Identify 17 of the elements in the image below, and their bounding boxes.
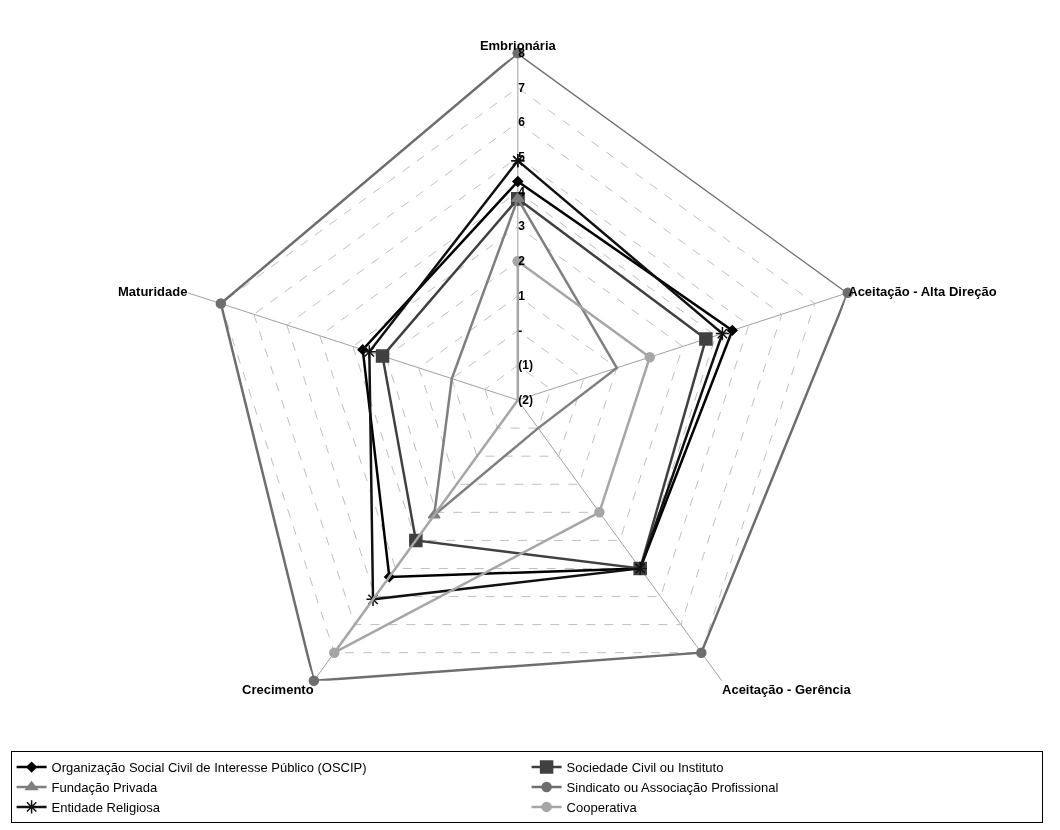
legend-label: Entidade Religiosa — [51, 799, 161, 815]
legend-label: Organização Social Civil de Interesse Público (OSCIP) — [51, 760, 367, 776]
y-tick-label: 6 — [518, 115, 526, 130]
legend-label: Cooperativa — [566, 799, 638, 815]
y-tick-label: 7 — [518, 80, 526, 95]
y-tick-label: 2 — [518, 254, 526, 269]
spoke-label: Aceitação - Gerência — [722, 682, 852, 698]
legend-label: Fundação Privada — [51, 780, 158, 796]
spoke-label: Crecimento — [242, 682, 314, 698]
y-tick-label: 3 — [518, 219, 526, 234]
spoke-label: Maturidade — [118, 284, 188, 300]
y-tick-label: (2) — [518, 392, 533, 407]
y-tick-label: (1) — [518, 358, 533, 373]
legend-label: Sociedade Civil ou Instituto — [566, 760, 724, 776]
y-tick-label: - — [518, 323, 523, 338]
y-tick-label: 1 — [518, 288, 526, 303]
legend-label: Sindicato ou Associação Profissional — [566, 780, 779, 796]
